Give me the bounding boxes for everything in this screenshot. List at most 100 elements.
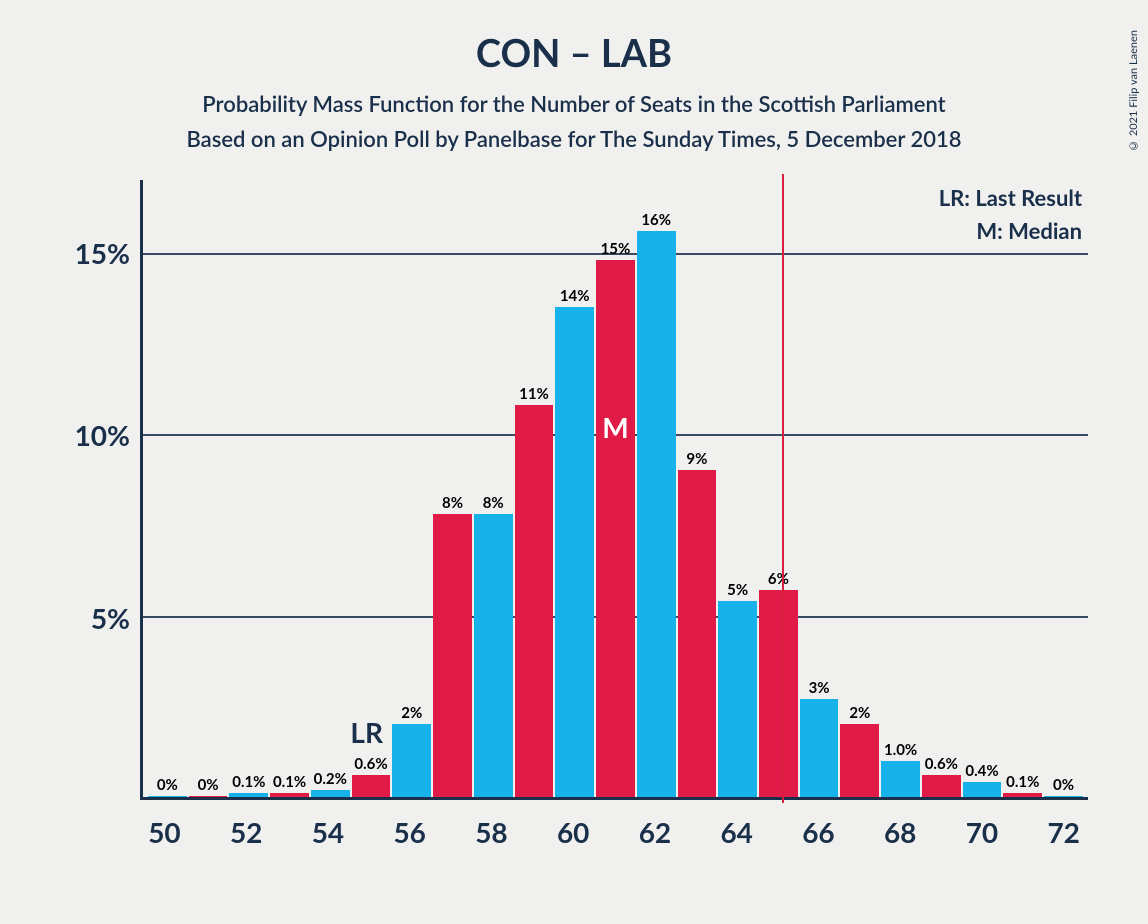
bar-value-label: 1.0%	[881, 741, 920, 759]
x-cell	[1002, 805, 1043, 860]
bar: 0.6%	[352, 775, 391, 797]
bar-column: 0.1%	[270, 180, 309, 797]
x-cell	[675, 805, 716, 860]
bar-column: 3%	[800, 180, 839, 797]
bar-value-label: 6%	[759, 570, 798, 588]
x-cell: 52	[226, 805, 267, 860]
x-tick-label: 62	[639, 815, 671, 849]
bar-column: 6%	[759, 180, 798, 797]
bar-value-label: 0%	[1044, 776, 1083, 794]
bar-column: 8%	[474, 180, 513, 797]
x-tick-label: 70	[966, 815, 998, 849]
bar-column: 0.6%	[352, 180, 391, 797]
bar: 0.2%	[311, 790, 350, 797]
x-cell	[757, 805, 798, 860]
x-axis: 50 52 54 56 58 60 62 64 66 68 70 72	[140, 805, 1088, 860]
x-tick-label: 66	[802, 815, 834, 849]
copyright-text: © 2021 Filip van Laenen	[1127, 30, 1140, 152]
bar: 0.6%	[922, 775, 961, 797]
x-cell: 50	[144, 805, 185, 860]
x-cell: 54	[308, 805, 349, 860]
bar-value-label: 11%	[515, 385, 554, 403]
bar-value-label: 2%	[392, 704, 431, 722]
bar-column: 2%	[840, 180, 879, 797]
bar: 0.1%	[1003, 793, 1042, 797]
x-cell: 58	[471, 805, 512, 860]
bar-column: 0%	[1044, 180, 1083, 797]
bar: 2%	[840, 724, 879, 797]
x-tick-label: 56	[393, 815, 425, 849]
x-cell: 56	[389, 805, 430, 860]
bar-value-label: 14%	[555, 287, 594, 305]
bar: 8%	[474, 514, 513, 797]
y-tick-label: 10%	[75, 418, 130, 452]
x-cell: 62	[635, 805, 676, 860]
bar: 0.1%	[270, 793, 309, 797]
y-tick-label: 15%	[75, 236, 130, 270]
chart-subtitle-2: Based on an Opinion Poll by Panelbase fo…	[60, 125, 1088, 152]
median-marker: M	[602, 410, 628, 444]
legend-m: M: Median	[939, 217, 1082, 244]
x-cell: 64	[716, 805, 757, 860]
bar-column: 5%	[718, 180, 757, 797]
bar-value-label: 0.6%	[922, 755, 961, 773]
x-cell	[921, 805, 962, 860]
bar-value-label: 8%	[474, 494, 513, 512]
median-line	[782, 174, 784, 803]
bar: 0%	[148, 796, 187, 797]
last-result-marker: LR	[350, 715, 383, 749]
x-cell	[839, 805, 880, 860]
bar-column: 0.4%	[963, 180, 1002, 797]
x-tick-label: 58	[475, 815, 507, 849]
bar-value-label: 0.6%	[352, 755, 391, 773]
bar: 0%	[1044, 796, 1083, 797]
legend: LR: Last Result M: Median	[939, 184, 1082, 250]
x-tick-label: 64	[720, 815, 752, 849]
bar-column: 0.1%	[1003, 180, 1042, 797]
bar: 15%M	[596, 260, 635, 797]
bar: 0.1%	[229, 793, 268, 797]
x-tick-label: 68	[884, 815, 916, 849]
x-tick-label: 60	[557, 815, 589, 849]
bar-value-label: 0.1%	[229, 773, 268, 791]
bar-value-label: 0.1%	[1003, 773, 1042, 791]
bar-value-label: 0%	[148, 776, 187, 794]
bar-column: 0.1%	[229, 180, 268, 797]
bar-value-label: 9%	[678, 450, 717, 468]
chart-container: CON – LAB Probability Mass Function for …	[0, 0, 1148, 880]
x-tick-label: 52	[230, 815, 262, 849]
legend-lr: LR: Last Result	[939, 184, 1082, 211]
bar-column: 0%	[148, 180, 187, 797]
x-cell: 72	[1043, 805, 1084, 860]
x-cell	[430, 805, 471, 860]
bar-value-label: 0.4%	[963, 762, 1002, 780]
x-cell	[185, 805, 226, 860]
chart-title: CON – LAB	[60, 30, 1088, 76]
plot: 5%10%15% LR: Last Result M: Median 0%0%0…	[60, 180, 1088, 860]
bar: 9%	[678, 470, 717, 797]
x-cell	[594, 805, 635, 860]
bar: 0%	[189, 796, 228, 797]
bar: 8%	[433, 514, 472, 797]
bars-container: 0%0%0.1%0.1%0.2%0.6%2%8%8%11%14%15%M16%9…	[143, 180, 1088, 797]
y-axis: 5% 10% 15%	[60, 180, 140, 800]
x-cell	[512, 805, 553, 860]
bar-value-label: 0%	[189, 776, 228, 794]
y-tick-label: 5%	[91, 601, 130, 635]
bar-column: 14%	[555, 180, 594, 797]
bar-column: 15%M	[596, 180, 635, 797]
bar-value-label: 3%	[800, 679, 839, 697]
bar: 2%	[392, 724, 431, 797]
bar: 3%	[800, 699, 839, 797]
bar-value-label: 16%	[637, 211, 676, 229]
bar: 14%	[555, 307, 594, 797]
bar: 16%	[637, 231, 676, 797]
bar-value-label: 8%	[433, 494, 472, 512]
x-cell: 66	[798, 805, 839, 860]
bar-column: 8%	[433, 180, 472, 797]
bar-value-label: 2%	[840, 704, 879, 722]
bar-column: 1.0%	[881, 180, 920, 797]
bar-column: 9%	[678, 180, 717, 797]
plot-area: LR: Last Result M: Median 0%0%0.1%0.1%0.…	[140, 180, 1088, 800]
bar-value-label: 0.2%	[311, 770, 350, 788]
